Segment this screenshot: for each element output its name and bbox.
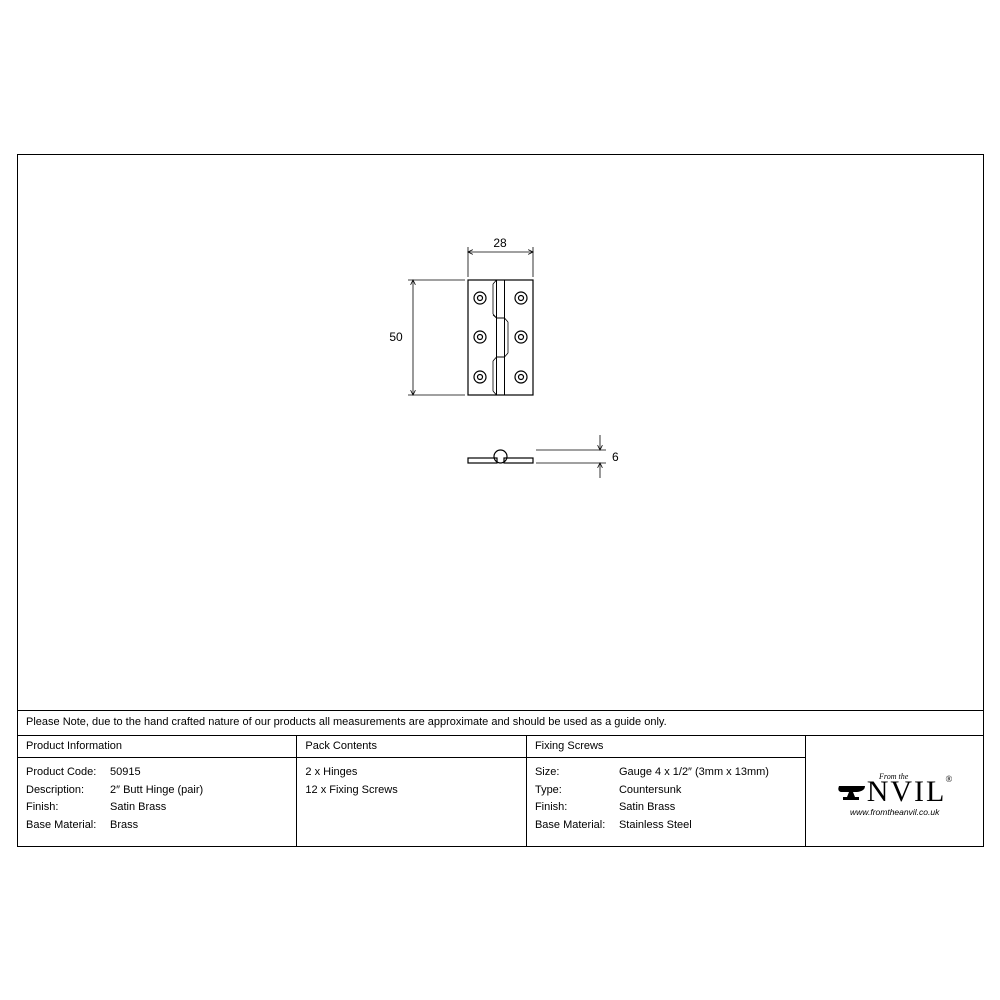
value: Gauge 4 x 1/2″ (3mm x 13mm) bbox=[619, 764, 769, 782]
dim-height-label: 50 bbox=[389, 330, 403, 344]
dim-height: 50 bbox=[389, 280, 465, 395]
note-row: Please Note, due to the hand crafted nat… bbox=[18, 710, 983, 736]
col-header: Fixing Screws bbox=[527, 736, 805, 758]
info-table: Product Information Product Code:50915 D… bbox=[18, 736, 983, 846]
label: Description: bbox=[26, 782, 110, 800]
technical-drawing-svg: 28 50 6 bbox=[18, 155, 985, 710]
hinge-top-view bbox=[468, 450, 533, 463]
label: Finish: bbox=[535, 799, 619, 817]
label: Finish: bbox=[26, 799, 110, 817]
col-pack-contents: Pack Contents 2 x Hinges 12 x Fixing Scr… bbox=[297, 736, 527, 846]
label: Type: bbox=[535, 782, 619, 800]
col-product-info: Product Information Product Code:50915 D… bbox=[18, 736, 297, 846]
dim-width: 28 bbox=[468, 236, 533, 277]
drawing-area: 28 50 6 bbox=[18, 155, 983, 710]
value: Satin Brass bbox=[110, 799, 166, 817]
label: Base Material: bbox=[26, 817, 110, 835]
value: Stainless Steel bbox=[619, 817, 692, 835]
value: Countersunk bbox=[619, 782, 681, 800]
logo-from: From the bbox=[879, 773, 908, 781]
drawing-sheet: 28 50 6 bbox=[17, 154, 984, 847]
brand-logo: From the ANVIL ® www.fromtheanvil.co.uk bbox=[843, 765, 946, 817]
col-logo: From the ANVIL ® www.fromtheanvil.co.uk bbox=[806, 736, 983, 846]
value: Satin Brass bbox=[619, 799, 675, 817]
logo-reg: ® bbox=[946, 775, 955, 784]
col-header: Product Information bbox=[18, 736, 296, 758]
logo-url: www.fromtheanvil.co.uk bbox=[843, 807, 946, 817]
value: 2″ Butt Hinge (pair) bbox=[110, 782, 203, 800]
label: Product Code: bbox=[26, 764, 110, 782]
dim-thickness: 6 bbox=[536, 435, 619, 478]
screw-holes bbox=[474, 292, 527, 383]
dim-thickness-label: 6 bbox=[612, 450, 619, 464]
note-text: Please Note, due to the hand crafted nat… bbox=[26, 716, 667, 728]
dim-width-label: 28 bbox=[493, 236, 507, 250]
anvil-icon bbox=[837, 783, 867, 801]
col-header: Pack Contents bbox=[297, 736, 526, 758]
value: Brass bbox=[110, 817, 138, 835]
label: Base Material: bbox=[535, 817, 619, 835]
pack-row: 2 x Hinges bbox=[305, 764, 518, 782]
value: 50915 bbox=[110, 764, 141, 782]
pack-row: 12 x Fixing Screws bbox=[305, 782, 518, 800]
hinge-front-view bbox=[468, 280, 533, 395]
label: Size: bbox=[535, 764, 619, 782]
col-fixing-screws: Fixing Screws Size:Gauge 4 x 1/2″ (3mm x… bbox=[527, 736, 806, 846]
